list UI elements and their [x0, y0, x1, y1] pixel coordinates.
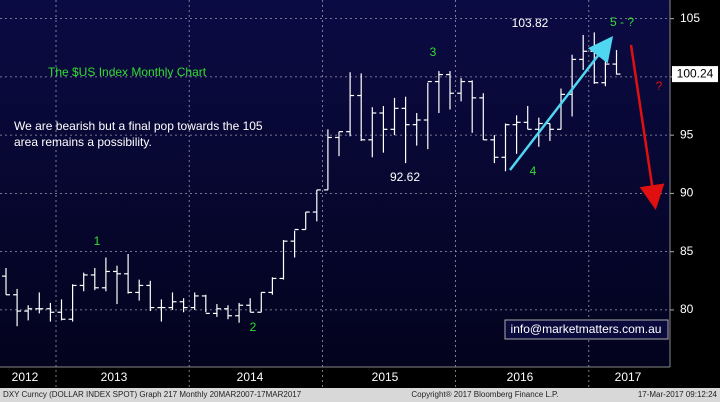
high-label: 103.82	[512, 16, 549, 30]
wave-label: 1	[94, 234, 101, 248]
down-arrow	[629, 44, 665, 210]
question-mark: ?	[656, 79, 663, 93]
wave-label: 4	[530, 164, 537, 178]
wave-label: 3	[430, 45, 437, 59]
y-tick-label: 90	[680, 186, 694, 200]
plot-area	[0, 0, 670, 367]
x-period-label: 2013	[101, 370, 128, 384]
footer-mid: Copyright® 2017 Bloomberg Finance L.P.	[411, 390, 558, 399]
y-tick-label: 80	[680, 302, 694, 316]
up-arrow	[509, 36, 614, 171]
footer-right: 17-Mar-2017 09:12:24	[638, 390, 718, 399]
wave-label: 2	[250, 320, 257, 334]
x-period-label: 2015	[372, 370, 399, 384]
contact-box	[504, 319, 669, 340]
comment-box: We are bearish but a final pop towards t…	[14, 119, 263, 149]
y-axis-area	[670, 0, 720, 367]
y-tick-label: 105	[680, 11, 700, 25]
x-period-label: 2014	[237, 370, 264, 384]
last-price-box	[672, 66, 718, 83]
low-label: 92.62	[390, 170, 420, 184]
footer-left: DXY Curncy (DOLLAR INDEX SPOT) Graph 217…	[3, 390, 302, 399]
x-period-label: 2017	[615, 370, 642, 384]
y-tick-label: 85	[680, 244, 694, 258]
x-axis-area	[0, 367, 720, 388]
y-tick-label: 95	[680, 127, 694, 141]
footer	[0, 388, 720, 402]
chart-title: The $US Index Monthly Chart	[48, 65, 207, 79]
x-period-label: 2016	[507, 370, 534, 384]
last-price-label: 100.24	[677, 66, 714, 80]
contact: info@marketmatters.com.au	[511, 322, 662, 336]
x-period-label: 2012	[12, 370, 39, 384]
wave-label: 5 - ?	[610, 15, 634, 29]
comment: We are bearish but a final pop towards t…	[14, 119, 263, 149]
